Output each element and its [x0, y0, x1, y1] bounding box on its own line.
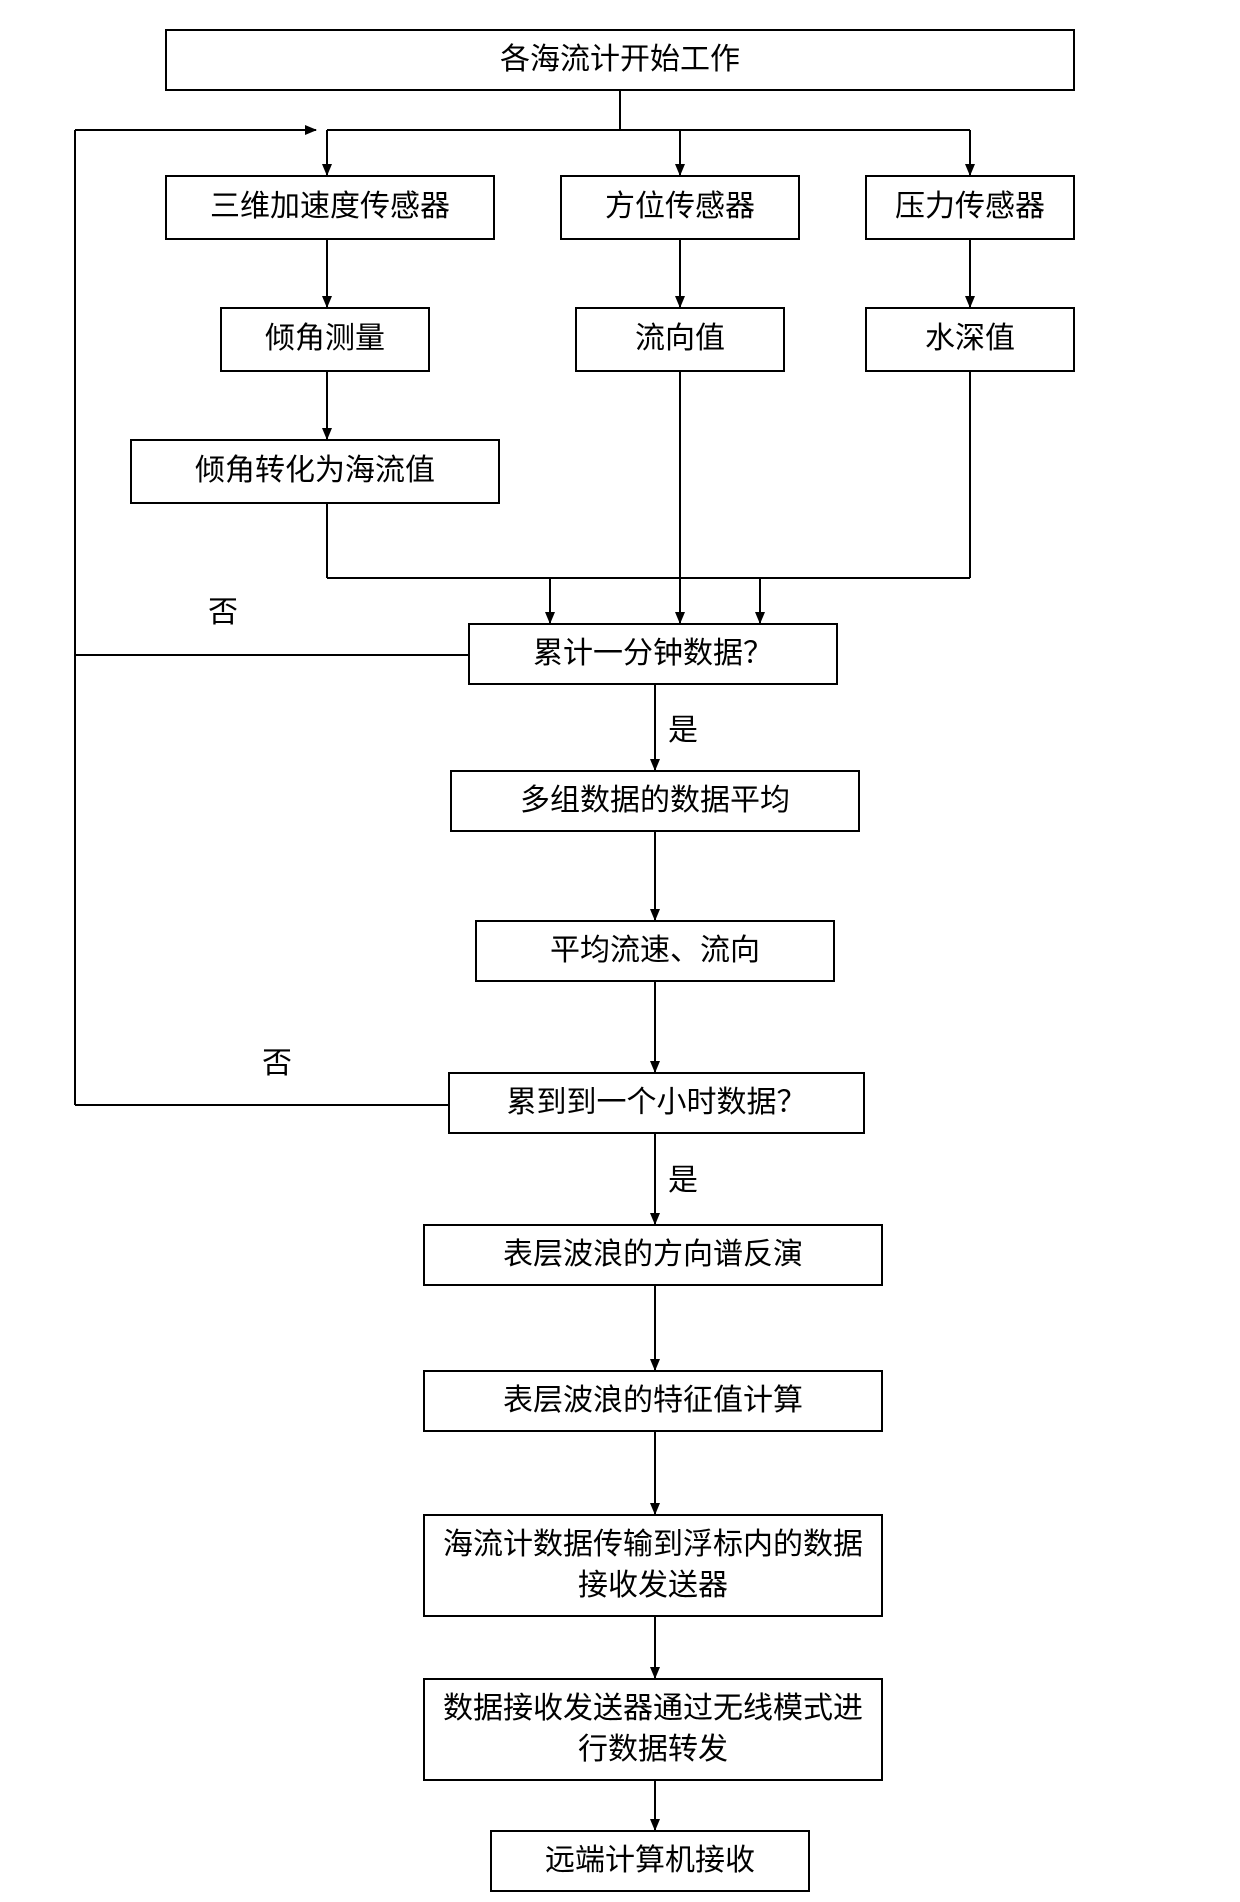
- node-text: 三维加速度传感器: [210, 187, 450, 228]
- edge-label-yes1: 是: [668, 705, 698, 749]
- node-convert: 倾角转化为海流值: [130, 439, 500, 504]
- edge-label-yes2: 是: [668, 1155, 698, 1199]
- node-text: 流向值: [635, 319, 725, 360]
- node-text: 倾角转化为海流值: [195, 451, 435, 492]
- node-text: 压力传感器: [895, 187, 1045, 228]
- node-receive: 远端计算机接收: [490, 1830, 810, 1892]
- node-tilt: 倾角测量: [220, 307, 430, 372]
- node-start: 各海流计开始工作: [165, 29, 1075, 91]
- node-depth: 水深值: [865, 307, 1075, 372]
- node-text: 海流计数据传输到浮标内的数据接收发送器: [433, 1525, 873, 1606]
- node-text: 方位传感器: [605, 187, 755, 228]
- edge-label-no2: 否: [262, 1038, 292, 1082]
- node-text: 多组数据的数据平均: [520, 781, 790, 822]
- node-inversion: 表层波浪的方向谱反演: [423, 1224, 883, 1286]
- node-transmit: 海流计数据传输到浮标内的数据接收发送器: [423, 1514, 883, 1617]
- node-flowdir: 流向值: [575, 307, 785, 372]
- node-forward: 数据接收发送器通过无线模式进行数据转发: [423, 1678, 883, 1781]
- node-text: 平均流速、流向: [550, 931, 760, 972]
- node-text: 累到到一个小时数据？: [507, 1083, 807, 1124]
- node-text: 各海流计开始工作: [500, 40, 740, 81]
- node-avg-data: 多组数据的数据平均: [450, 770, 860, 832]
- node-accum-min: 累计一分钟数据？: [468, 623, 838, 685]
- label-text: 否: [262, 1047, 292, 1080]
- node-eigen: 表层波浪的特征值计算: [423, 1370, 883, 1432]
- edge-label-no1: 否: [208, 587, 238, 631]
- label-text: 是: [668, 1164, 698, 1197]
- label-text: 否: [208, 596, 238, 629]
- node-accel: 三维加速度传感器: [165, 175, 495, 240]
- node-avg-flow: 平均流速、流向: [475, 920, 835, 982]
- node-text: 远端计算机接收: [545, 1841, 755, 1882]
- flowchart-canvas: 各海流计开始工作 三维加速度传感器 方位传感器 压力传感器 倾角测量 流向值 水…: [0, 0, 1240, 1902]
- node-accum-hr: 累到到一个小时数据？: [448, 1072, 865, 1134]
- node-text: 累计一分钟数据？: [533, 634, 773, 675]
- node-text: 表层波浪的特征值计算: [503, 1381, 803, 1422]
- label-text: 是: [668, 714, 698, 747]
- node-text: 倾角测量: [265, 319, 385, 360]
- node-dir-sensor: 方位传感器: [560, 175, 800, 240]
- node-text: 水深值: [925, 319, 1015, 360]
- node-press-sensor: 压力传感器: [865, 175, 1075, 240]
- node-text: 表层波浪的方向谱反演: [503, 1235, 803, 1276]
- node-text: 数据接收发送器通过无线模式进行数据转发: [433, 1689, 873, 1770]
